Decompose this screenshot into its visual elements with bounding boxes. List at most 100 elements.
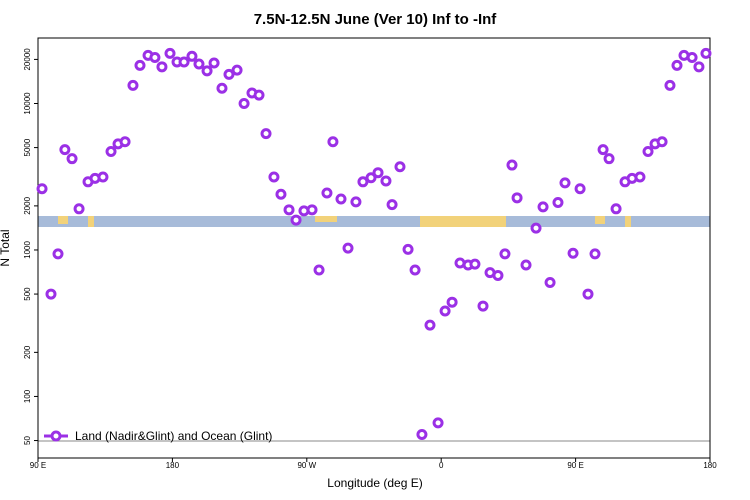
y-tick-label: 100 <box>23 389 32 403</box>
data-point <box>671 59 683 71</box>
data-point <box>290 214 302 226</box>
data-point <box>350 196 362 208</box>
data-point <box>216 82 228 94</box>
data-point <box>208 57 220 69</box>
x-tick-label: 0 <box>439 461 444 470</box>
data-point <box>178 56 190 68</box>
data-point <box>520 259 532 271</box>
data-point <box>686 52 698 64</box>
data-point <box>537 201 549 213</box>
data-point <box>656 136 668 148</box>
y-tick-label: 1000 <box>23 241 32 259</box>
data-point <box>530 222 542 234</box>
data-point <box>164 47 176 59</box>
data-point <box>380 175 392 187</box>
x-tick-label: 180 <box>703 461 717 470</box>
map-strip <box>38 216 710 227</box>
data-point <box>394 161 406 173</box>
data-point <box>156 61 168 73</box>
data-point <box>567 247 579 259</box>
data-point <box>223 68 235 80</box>
data-point <box>306 204 318 216</box>
data-point <box>552 196 564 208</box>
data-point <box>321 187 333 199</box>
data-point <box>105 146 117 158</box>
data-point <box>492 269 504 281</box>
data-point <box>97 171 109 183</box>
x-tick-label: 90 W <box>297 461 316 470</box>
data-point <box>642 146 654 158</box>
data-point <box>439 305 451 317</box>
data-point <box>73 203 85 215</box>
data-point <box>231 64 243 76</box>
y-tick-label: 200 <box>23 345 32 359</box>
data-point <box>693 61 705 73</box>
data-point <box>574 183 586 195</box>
x-tick-label: 90 E <box>30 461 46 470</box>
y-tick-label: 20000 <box>23 48 32 71</box>
chart-title: 7.5N-12.5N June (Ver 10) Inf to -Inf <box>254 11 498 28</box>
data-point <box>664 79 676 91</box>
data-point <box>45 288 57 300</box>
data-point <box>506 159 518 171</box>
data-point <box>559 177 571 189</box>
data-point <box>275 188 287 200</box>
data-point <box>357 176 369 188</box>
data-point <box>52 248 64 260</box>
x-axis-label: Longitude (deg E) <box>327 476 422 490</box>
data-point <box>372 167 384 179</box>
y-axis-label: N Total <box>0 229 12 266</box>
x-tick-label: 90 E <box>567 461 583 470</box>
y-tick-label: 2000 <box>23 196 32 214</box>
data-point <box>335 193 347 205</box>
data-point <box>610 203 622 215</box>
data-point <box>327 136 339 148</box>
data-point <box>582 288 594 300</box>
data-point <box>260 128 272 140</box>
legend-marker <box>50 430 62 442</box>
data-point <box>238 97 250 109</box>
data-point <box>589 248 601 260</box>
data-point <box>268 171 280 183</box>
data-point <box>597 144 609 156</box>
legend-label: Land (Nadir&Glint) and Ocean (Glint) <box>75 429 272 443</box>
data-point <box>365 172 377 184</box>
plot-frame <box>37 37 711 459</box>
data-point <box>700 47 712 59</box>
data-point <box>342 242 354 254</box>
data-point <box>119 136 131 148</box>
data-point <box>469 258 481 270</box>
data-point <box>66 153 78 165</box>
data-point <box>127 79 139 91</box>
data-point <box>499 248 511 260</box>
data-point <box>446 296 458 308</box>
data-point <box>386 199 398 211</box>
data-point <box>603 153 615 165</box>
y-tick-label: 50 <box>23 436 32 445</box>
data-point <box>134 59 146 71</box>
data-point <box>313 264 325 276</box>
y-tick-label: 5000 <box>23 138 32 156</box>
y-tick-label: 10000 <box>23 92 32 115</box>
data-point <box>193 58 205 70</box>
data-point <box>283 204 295 216</box>
data-point <box>544 276 556 288</box>
data-point <box>253 89 265 101</box>
data-point <box>511 192 523 204</box>
data-point <box>149 52 161 64</box>
data-point <box>409 264 421 276</box>
data-point <box>36 183 48 195</box>
data-point <box>634 171 646 183</box>
data-point <box>477 300 489 312</box>
legend: Land (Nadir&Glint) and Ocean (Glint) <box>44 429 272 443</box>
data-point <box>186 50 198 62</box>
data-point <box>424 319 436 331</box>
data-point <box>416 428 428 440</box>
y-tick-label: 500 <box>23 287 32 301</box>
data-point <box>402 243 414 255</box>
x-tick-label: 180 <box>166 461 180 470</box>
data-point <box>201 65 213 77</box>
data-point <box>59 144 71 156</box>
data-point <box>432 417 444 429</box>
